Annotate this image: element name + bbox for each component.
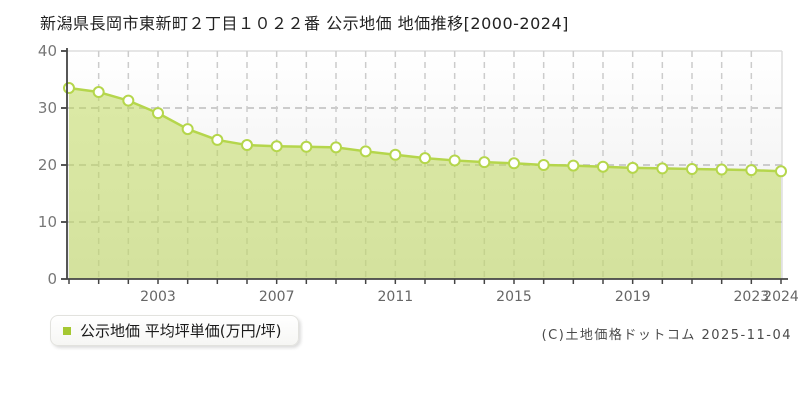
x-tick-label: 2024: [763, 289, 799, 305]
data-point-marker: [508, 157, 520, 170]
data-point-marker: [419, 152, 431, 165]
page-title: 新潟県長岡市東新町２丁目１０２２番 公示地価 地価推移[2000-2024]: [40, 14, 569, 33]
x-tick-label: 2003: [140, 289, 176, 305]
data-point-marker: [478, 156, 491, 169]
data-point-marker: [626, 161, 639, 174]
data-point-marker: [359, 145, 372, 158]
y-tick-label: 0: [47, 270, 57, 288]
x-tick-label: 2019: [615, 289, 651, 305]
data-point-marker: [686, 162, 698, 175]
data-point-marker: [270, 140, 283, 153]
data-point-marker: [92, 86, 105, 99]
legend-square-icon: [63, 326, 71, 335]
data-point-marker: [211, 133, 224, 146]
data-point-marker: [567, 159, 580, 172]
x-tick-label: 2023: [734, 289, 770, 305]
data-point-marker: [745, 164, 758, 177]
legend-label: 公示地価 平均坪単価(万円/坪): [80, 322, 282, 340]
x-tick-label: 2015: [496, 289, 532, 305]
data-point-marker: [300, 140, 313, 153]
data-point-marker: [775, 165, 787, 178]
legend: 公示地価 平均坪単価(万円/坪): [50, 315, 299, 346]
x-tick-label: 2007: [259, 289, 295, 305]
price-area-fill: [69, 88, 781, 279]
data-point-marker: [389, 148, 402, 161]
data-point-marker: [537, 159, 550, 171]
data-point-marker: [448, 154, 461, 167]
x-tick-label: 2011: [378, 289, 414, 305]
data-point-marker: [122, 94, 135, 107]
data-point-marker: [715, 163, 728, 176]
y-tick-label: 30: [38, 99, 57, 117]
data-point-marker: [330, 141, 342, 154]
y-tick-label: 20: [38, 156, 57, 174]
data-point-marker: [152, 107, 164, 120]
y-tick-label: 40: [38, 42, 57, 60]
y-tick-label: 10: [38, 213, 57, 231]
data-point-marker: [597, 160, 609, 173]
data-point-marker: [181, 123, 194, 136]
data-point-marker: [63, 82, 75, 95]
copyright-text: (C)土地価格ドットコム 2025-11-04: [541, 328, 792, 343]
data-point-marker: [241, 139, 253, 152]
data-point-marker: [656, 162, 669, 175]
